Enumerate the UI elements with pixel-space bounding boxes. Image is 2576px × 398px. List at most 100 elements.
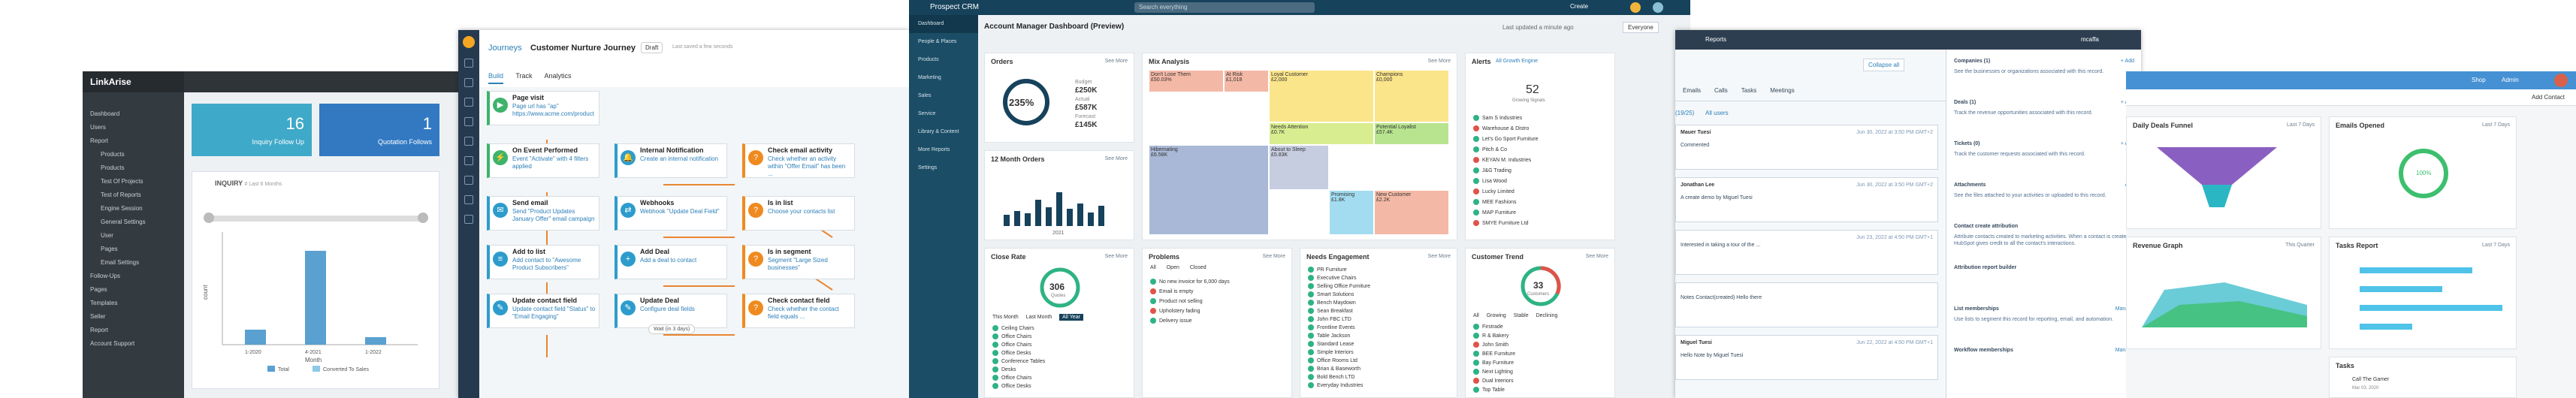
treemap-cell[interactable]: New Customer £2.2K (1374, 190, 1449, 235)
sidebar-item[interactable]: Seller (90, 313, 106, 320)
problem-tab-all[interactable]: All (1150, 265, 1156, 270)
sidebar-item[interactable]: Follow-Ups (90, 273, 121, 279)
crm-menu-item[interactable]: Library & Content (918, 129, 959, 134)
association-section[interactable]: Contact create attribution Attribute cont… (1954, 224, 2134, 261)
activity-tab[interactable]: Meetings (1770, 87, 1795, 94)
notification-icon[interactable] (1630, 2, 1641, 13)
needs-row[interactable]: Frontline Events (1308, 324, 1355, 332)
activity-item[interactable]: Notes Contact(created) Hello there (1675, 282, 1938, 327)
alert-row[interactable]: KEYAN M. Industries (1473, 157, 1531, 164)
crm-menu-item[interactable]: More Reports (918, 147, 950, 152)
treemap-cell[interactable]: Promising £1.8K (1329, 190, 1374, 235)
mix-more[interactable]: See More (1427, 59, 1451, 64)
needs-row[interactable]: Bold Bench LTD (1308, 374, 1354, 381)
sidebar-item[interactable]: Test of Reports (101, 191, 141, 198)
sidebar-item[interactable]: Email Settings (101, 259, 140, 266)
list-item[interactable]: Office Chairs (992, 375, 1031, 382)
needs-row[interactable]: Selling Office Furniture (1308, 283, 1370, 291)
menu-admin[interactable]: Admin (2502, 77, 2519, 83)
trend-tab-growing[interactable]: Growing (1486, 313, 1506, 318)
alert-row[interactable]: Lisa Wood (1473, 178, 1507, 185)
sidebar-item[interactable]: Pages (101, 246, 118, 252)
problem-row[interactable]: Product not selling (1150, 298, 1203, 306)
problem-tab-open[interactable]: Open (1166, 265, 1179, 270)
alert-row[interactable]: J&G Trading (1473, 167, 1511, 175)
association-section[interactable]: List memberships Manage Use lists to segme… (1954, 306, 2134, 344)
treemap-cell[interactable]: Hibernating £6.58K (1149, 145, 1269, 235)
section-add[interactable]: + Add (2120, 59, 2134, 64)
needs-row[interactable]: Sean Breakfast (1308, 308, 1353, 315)
alert-row[interactable]: Sam S Industries (1473, 115, 1522, 122)
users-filter[interactable]: All users (1705, 110, 1729, 116)
activity-tab[interactable]: Tasks (1741, 87, 1757, 94)
slider-handle-left[interactable] (204, 213, 214, 223)
slider-handle-right[interactable] (418, 213, 428, 223)
journey-node[interactable]: ▶ Page visit Page url has "ap" https://www… (487, 91, 599, 125)
activity-item[interactable]: Miguel Tuesi Jun 22, 2022 at 4:50 PM GMT+… (1675, 335, 1938, 380)
needs-row[interactable]: Office Rooms Ltd (1308, 357, 1357, 365)
activity-item[interactable]: Jonathan Lee Jun 30, 2022 at 3:50 PM GMT+… (1675, 177, 1938, 222)
wait-chip[interactable]: Wait (in 3 days) (648, 324, 696, 334)
inquiry-card[interactable]: 16 Inquiry Follow Up (192, 104, 312, 156)
treemap-cell[interactable]: Loyal Customer £2,000 (1269, 70, 1374, 122)
sidebar-item[interactable]: Engine Session (101, 205, 143, 212)
list-item[interactable]: Conference Tables (992, 358, 1045, 366)
tab-track[interactable]: Track (515, 72, 533, 80)
needs-row[interactable]: Everyday Industries (1308, 382, 1363, 390)
rail-icon[interactable] (464, 156, 473, 165)
treemap-cell[interactable]: Potential Loyalist £57.4K (1374, 122, 1449, 145)
journey-node[interactable]: ? Check contact field Check whether the co… (742, 294, 855, 328)
sidebar-item[interactable]: Account Support (90, 340, 135, 347)
crm-menu-item[interactable]: People & Places (918, 39, 957, 44)
needs-row[interactable]: John FBC LTD (1308, 316, 1351, 324)
range-slider[interactable] (207, 216, 425, 222)
journey-node[interactable]: ⇄ Webhooks Webhook "Update Deal Field" (615, 196, 727, 231)
alert-row[interactable]: Lucky Limited (1473, 188, 1514, 196)
trend-tab-declining[interactable]: Declining (1536, 313, 1558, 318)
funnel-meta[interactable]: Last 7 Days (2287, 122, 2315, 128)
avatar[interactable] (2554, 74, 2568, 87)
journey-node[interactable]: ≡ Add to list Add contact to "Awesome Prod… (487, 245, 599, 279)
alert-row[interactable]: SMYE Furniture Ltd (1473, 220, 1528, 228)
journey-node[interactable]: ? Check email activity Check whether an ac… (742, 143, 855, 178)
trend-row[interactable]: Next Lighting (1473, 369, 1513, 376)
treemap-cell[interactable]: About to Sleep £5.83K (1269, 145, 1329, 190)
problem-row[interactable]: Delivery issue (1150, 318, 1192, 325)
crm-menu-item[interactable]: Service (918, 111, 936, 116)
trend-tab-all[interactable]: All (1473, 313, 1479, 318)
sidebar-item[interactable]: Templates (90, 300, 118, 306)
orders-more[interactable]: See More (1104, 59, 1128, 64)
needs-row[interactable]: PR Furniture (1308, 267, 1347, 274)
list-item[interactable]: Desks (992, 366, 1016, 374)
crm-menu-item[interactable]: Dashboard (909, 15, 978, 33)
problems-more[interactable]: See More (1262, 254, 1285, 259)
journey-node[interactable]: ? Is in segment Segment "Large Sized busin… (742, 245, 855, 279)
rail-icon[interactable] (464, 137, 473, 146)
rail-icon[interactable] (464, 215, 473, 224)
date-filter[interactable]: (19/25) (1675, 110, 1695, 116)
journey-node[interactable]: ? Is in list Choose your contacts list (742, 196, 855, 231)
activity-item[interactable]: Jun 23, 2022 at 4:50 PM GMT+1 Interested … (1675, 230, 1938, 275)
activity-item[interactable]: Mauer Tuesi Jun 30, 2022 at 3:50 PM GMT+2… (1675, 125, 1938, 170)
activity-tab[interactable]: Emails (1683, 87, 1702, 94)
sidebar-item[interactable]: Users (90, 124, 106, 131)
status-badge[interactable]: Draft (641, 42, 663, 53)
needs-row[interactable]: Table Jackson (1308, 333, 1350, 340)
tab-build[interactable]: Build (488, 72, 504, 84)
nav-reports[interactable]: Reports (1705, 36, 1727, 43)
needs-row[interactable]: Bench Maydown (1308, 300, 1356, 307)
list-item[interactable]: Office Desks (992, 383, 1031, 390)
journey-name[interactable]: Customer Nurture Journey (530, 44, 636, 53)
close-tab-last[interactable]: Last Month (1025, 315, 1052, 320)
needs-row[interactable]: Smart Solutions (1308, 291, 1354, 299)
association-section[interactable]: AttachmentsAddSee the files attached to … (1954, 182, 2134, 220)
problem-row[interactable]: Email is empty (1150, 288, 1194, 296)
sidebar-item[interactable]: Test Of Projects (101, 178, 143, 185)
trend-row[interactable]: BEE Furniture (1473, 351, 1515, 358)
crm-menu-item[interactable]: Products (918, 57, 939, 62)
needs-row[interactable]: Brian & Baseworth (1308, 366, 1360, 373)
rail-icon[interactable] (464, 176, 473, 185)
association-section[interactable]: Attribution report builder (1954, 265, 2134, 303)
close-more[interactable]: See More (1104, 254, 1128, 259)
alerts-sub[interactable]: All Growth Engine (1496, 59, 1539, 64)
